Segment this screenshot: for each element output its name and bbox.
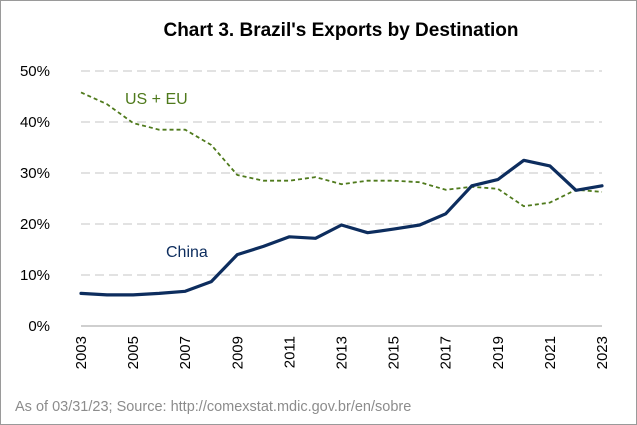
series-labels: US + EU China: [125, 91, 208, 261]
x-tick-label: 2013: [334, 336, 351, 369]
source-note: As of 03/31/23; Source: http://comexstat…: [15, 399, 411, 415]
x-tick-label: 2017: [438, 336, 455, 369]
x-tick-label: 2009: [229, 336, 246, 369]
x-tick-label: 2007: [177, 336, 194, 369]
series-line-china: [79, 158, 604, 297]
y-tick-label: 0%: [28, 318, 50, 335]
x-tick-label: 2003: [73, 336, 90, 369]
series-label: China: [166, 244, 208, 261]
y-tick-label: 40%: [20, 114, 50, 131]
gridlines: [81, 70, 602, 276]
x-tick-label: 2015: [386, 336, 403, 369]
y-tick-label: 20%: [20, 216, 50, 233]
y-tick-label: 10%: [20, 267, 50, 284]
chart-title: Chart 3. Brazil's Exports by Destination: [163, 20, 518, 41]
series-lines: [79, 91, 604, 297]
y-tick-label: 30%: [20, 165, 50, 182]
x-tick-label: 2011: [281, 336, 298, 368]
series-line-us-eu: [80, 91, 603, 208]
x-tick-label: 2019: [490, 336, 507, 369]
x-tick-label: 2023: [594, 336, 611, 369]
y-tick-label: 50%: [20, 63, 50, 80]
x-tick-label: 2021: [542, 336, 559, 369]
series-label: US + EU: [125, 91, 188, 108]
x-tick-label: 2005: [125, 336, 142, 369]
axes: 0% 10% 20% 30% 40% 50% 2003 2005 2007 2009 2011 201…: [20, 63, 611, 369]
